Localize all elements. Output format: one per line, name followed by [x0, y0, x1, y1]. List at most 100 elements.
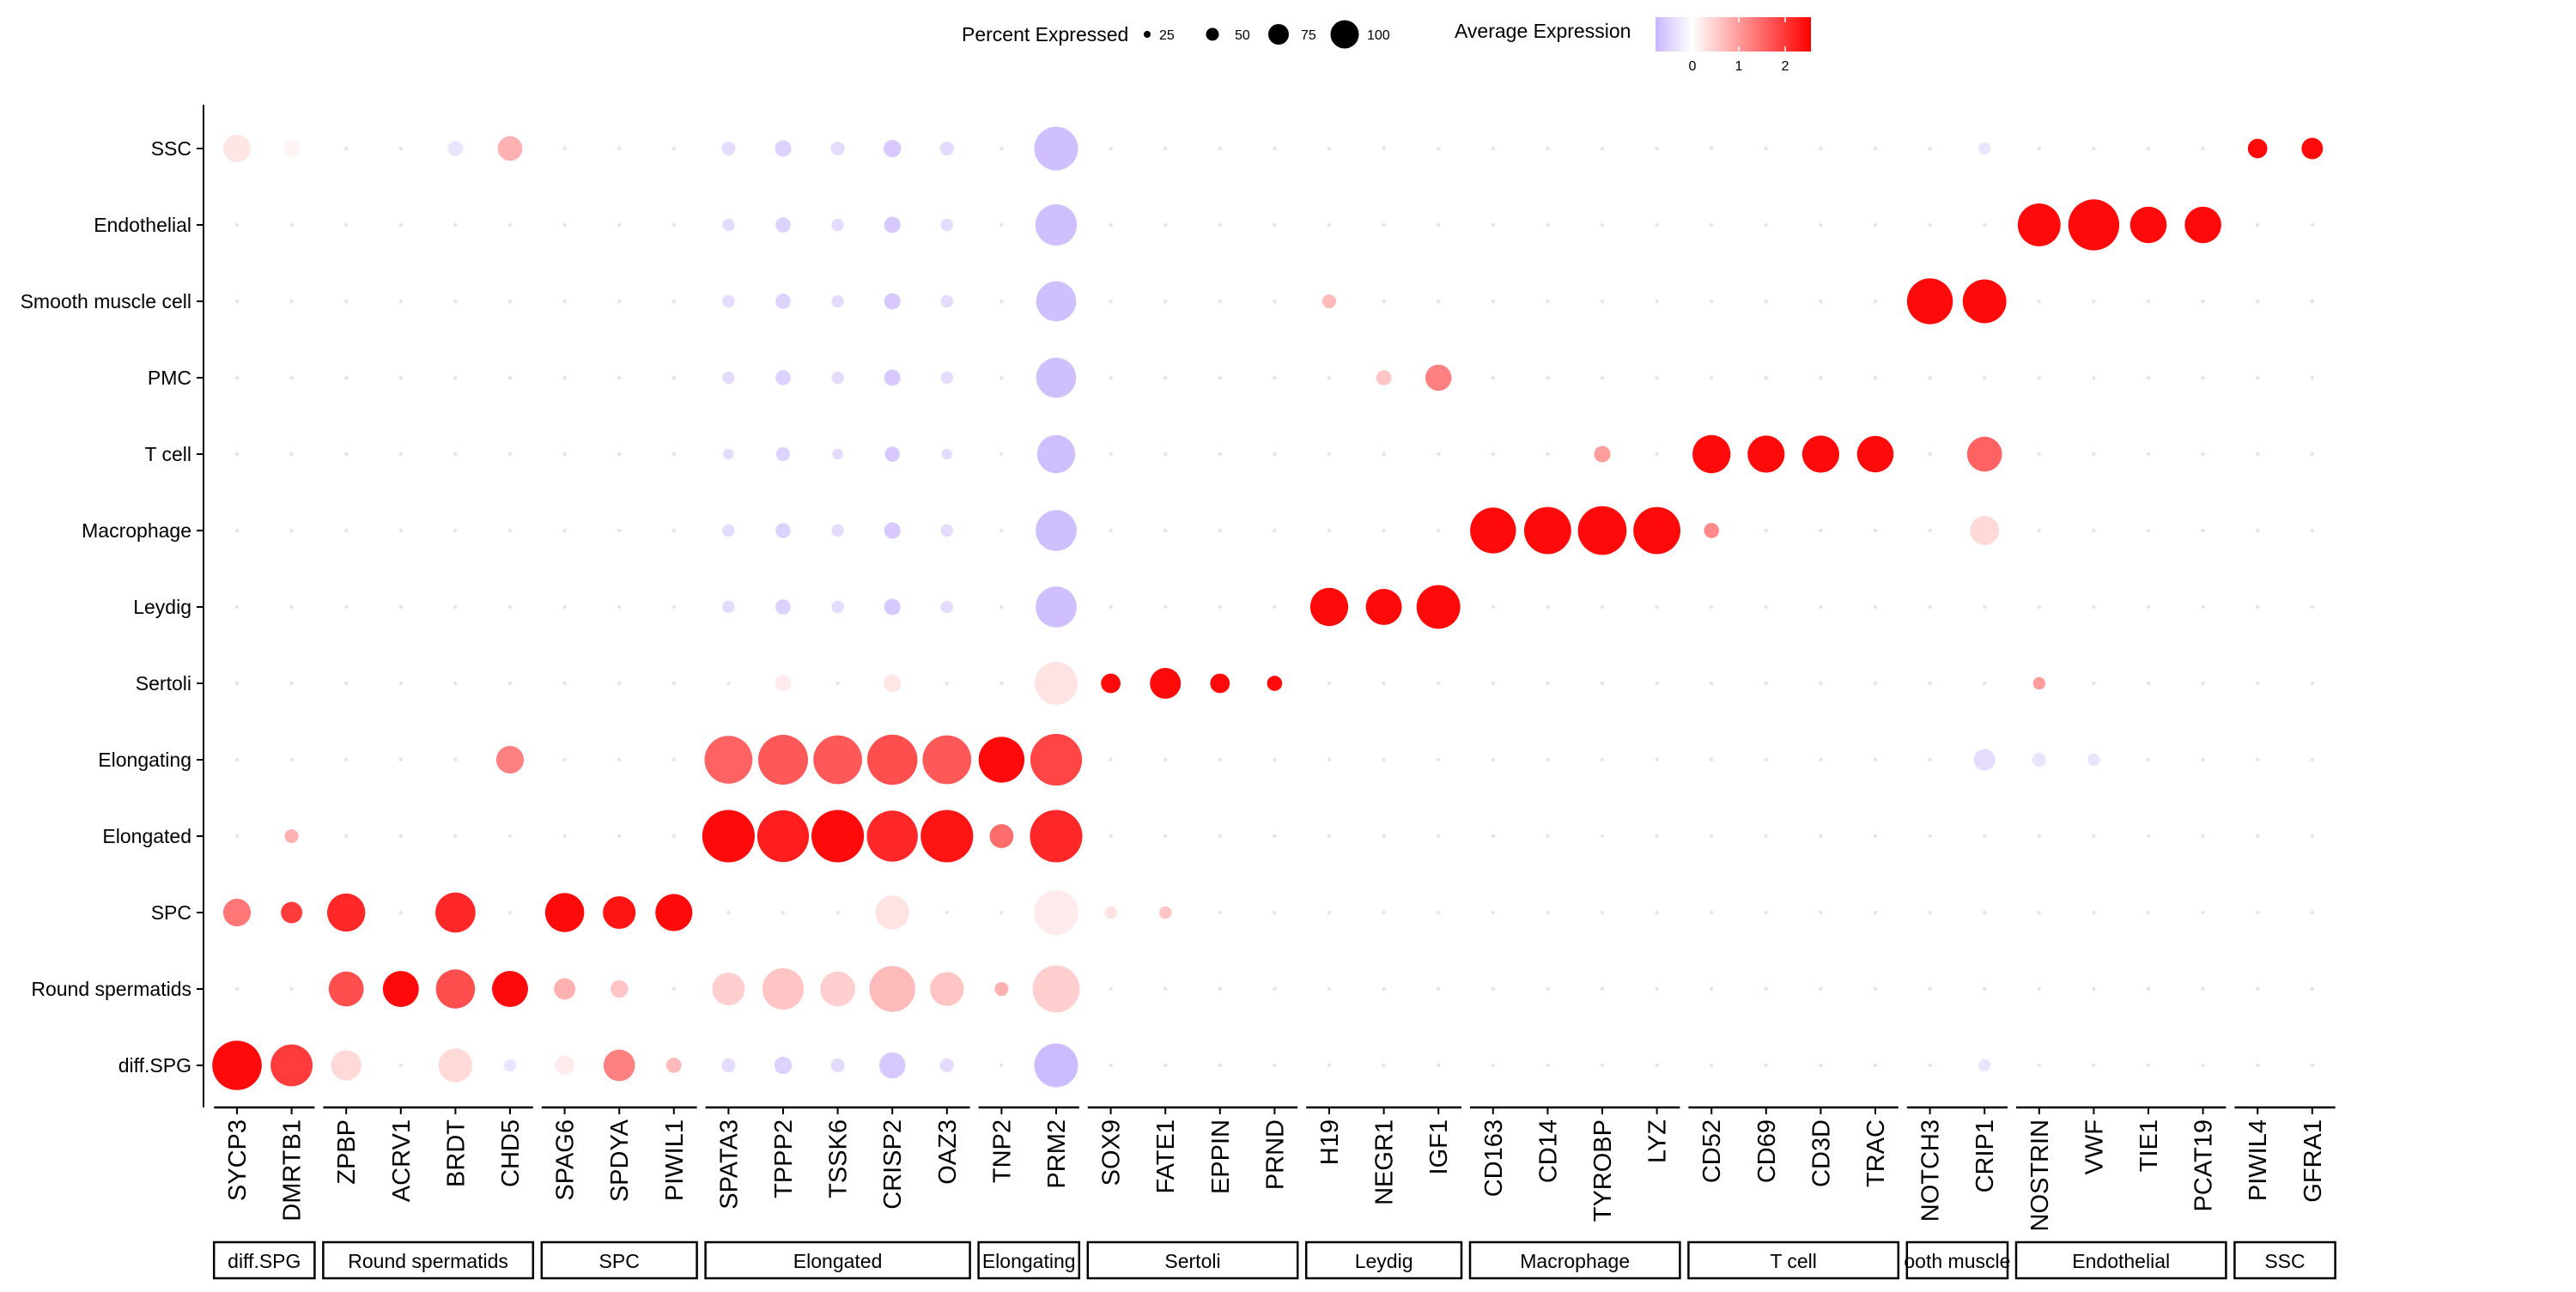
- data-point: [884, 674, 902, 693]
- background-dot: [617, 757, 622, 762]
- background-dot: [2310, 757, 2314, 762]
- background-dot: [2037, 604, 2041, 610]
- x-tick-label: H19: [1316, 1119, 1344, 1165]
- data-point: [665, 1058, 682, 1073]
- data-point: [2068, 199, 2120, 251]
- background-dot: [2310, 604, 2314, 610]
- background-dot: [2092, 452, 2096, 457]
- background-dot: [2146, 146, 2151, 151]
- background-dot: [1163, 1063, 1168, 1068]
- group-label: SPC: [599, 1250, 640, 1272]
- background-dot: [1327, 1063, 1332, 1068]
- background-dot: [1546, 604, 1550, 610]
- background-dot: [1382, 528, 1386, 533]
- background-dot: [1928, 757, 1932, 762]
- background-dot: [1710, 986, 1714, 992]
- background-dot: [1764, 299, 1768, 304]
- data-point: [940, 218, 954, 232]
- background-dot: [2256, 299, 2260, 304]
- data-point: [831, 600, 844, 614]
- background-dot: [999, 222, 1004, 227]
- background-dot: [398, 757, 403, 762]
- size-legend-dot: [1330, 20, 1359, 49]
- background-dot: [1873, 834, 1878, 839]
- background-dot: [835, 910, 840, 915]
- data-point: [884, 139, 902, 158]
- x-tick-label: LYZ: [1644, 1119, 1672, 1163]
- data-point: [1036, 281, 1077, 322]
- data-point: [774, 1056, 793, 1075]
- background-dot: [1873, 681, 1878, 686]
- background-dot: [617, 528, 622, 533]
- background-dot: [2146, 986, 2151, 992]
- background-dot: [1109, 834, 1113, 839]
- data-point: [722, 600, 735, 614]
- x-tick-label: NOTCH3: [1917, 1119, 1945, 1222]
- data-point: [1523, 506, 1571, 555]
- background-dot: [398, 1063, 403, 1068]
- background-dot: [2037, 375, 2041, 380]
- y-tick-label: Sertoli: [136, 672, 191, 695]
- background-dot: [1764, 910, 1768, 915]
- background-dot: [1491, 222, 1496, 227]
- data-point: [1032, 965, 1080, 1013]
- background-dot: [234, 757, 240, 762]
- background-dot: [617, 834, 622, 839]
- data-point: [554, 978, 576, 1000]
- background-dot: [1764, 146, 1768, 151]
- x-tick-label: SPATA3: [715, 1119, 743, 1210]
- background-dot: [507, 604, 513, 610]
- group-box: [1905, 1240, 2009, 1280]
- data-point: [830, 1058, 845, 1073]
- data-point: [1036, 434, 1076, 474]
- background-dot: [1710, 375, 1714, 380]
- x-tick-label: CHD5: [497, 1119, 525, 1187]
- background-dot: [1600, 1063, 1605, 1068]
- data-point: [922, 735, 972, 785]
- background-dot: [671, 222, 676, 227]
- y-tick-label: PMC: [148, 367, 191, 389]
- background-dot: [999, 146, 1004, 151]
- background-dot: [999, 910, 1004, 915]
- background-dot: [945, 681, 950, 686]
- data-point: [1966, 436, 2002, 472]
- background-dot: [1873, 757, 1878, 762]
- background-dot: [1437, 528, 1441, 533]
- background-dot: [2092, 375, 2096, 380]
- background-dot: [2146, 452, 2151, 457]
- data-point: [212, 1040, 262, 1090]
- data-point: [603, 895, 636, 930]
- background-dot: [1600, 757, 1605, 762]
- background-dot: [1928, 910, 1932, 915]
- background-dot: [562, 681, 567, 686]
- x-tick-label: PIWIL4: [2245, 1119, 2272, 1201]
- data-point: [1036, 586, 1077, 628]
- background-dot: [999, 528, 1004, 533]
- background-dot: [2092, 986, 2096, 992]
- background-dot: [1764, 1063, 1768, 1068]
- background-dot: [1437, 910, 1441, 915]
- background-dot: [2256, 910, 2260, 915]
- group-box: [322, 1240, 535, 1280]
- background-dot: [398, 146, 403, 151]
- background-dot: [726, 910, 731, 915]
- x-tick-label: CRISP2: [879, 1119, 907, 1210]
- background-dot: [1382, 986, 1386, 992]
- background-dot: [617, 375, 622, 380]
- data-point: [994, 981, 1009, 997]
- background-dot: [234, 375, 240, 380]
- background-dot: [507, 452, 513, 457]
- background-dot: [2092, 834, 2096, 839]
- background-dot: [2256, 604, 2260, 610]
- data-point: [497, 136, 523, 161]
- background-dot: [562, 146, 567, 151]
- background-dot: [2256, 757, 2260, 762]
- data-point: [1470, 507, 1516, 554]
- background-dot: [1546, 986, 1550, 992]
- background-dot: [453, 222, 458, 227]
- data-point: [1030, 733, 1083, 786]
- background-dot: [1873, 528, 1878, 533]
- background-dot: [1327, 375, 1332, 380]
- background-dot: [835, 681, 840, 686]
- background-dot: [1218, 757, 1223, 762]
